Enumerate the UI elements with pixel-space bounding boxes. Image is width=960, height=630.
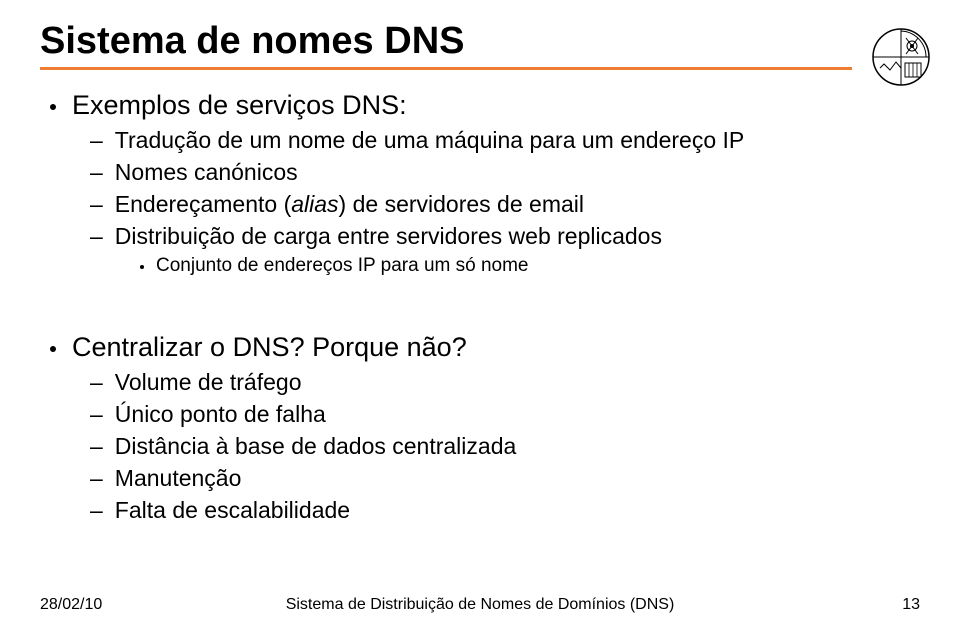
dash-icon: – — [90, 497, 103, 524]
header: Sistema de nomes DNS — [40, 20, 920, 70]
bullet-text: Endereçamento (alias) de servidores de e… — [115, 191, 584, 218]
bullet-level2: – Único ponto de falha — [90, 401, 920, 428]
footer: 28/02/10 Sistema de Distribuição de Nome… — [0, 596, 960, 614]
bullet-text: Conjunto de endereços IP para um só nome — [156, 255, 529, 277]
text-part: ) de servidores de email — [339, 191, 584, 217]
bullet-level1: Exemplos de serviços DNS: — [50, 90, 920, 121]
bullet-level2: – Manutenção — [90, 465, 920, 492]
bullet-text: Distância à base de dados centralizada — [115, 433, 516, 460]
bullet-text: Exemplos de serviços DNS: — [72, 90, 407, 121]
slide-container: Sistema de nomes DNS Exemplo — [0, 0, 960, 630]
bullet-level2: – Distribuição de carga entre servidores… — [90, 223, 920, 250]
bullet-level1: Centralizar o DNS? Porque não? — [50, 332, 920, 363]
bullet-dot-icon — [140, 265, 144, 269]
dash-icon: – — [90, 223, 103, 250]
spacer — [50, 282, 920, 310]
bullet-text: Manutenção — [115, 465, 242, 492]
bullet-level3: Conjunto de endereços IP para um só nome — [140, 255, 920, 277]
bullet-text: Tradução de um nome de uma máquina para … — [115, 127, 744, 154]
institution-logo-icon — [872, 28, 930, 86]
title-underline — [40, 67, 852, 70]
bullet-text: Falta de escalabilidade — [115, 497, 350, 524]
bullet-text: Centralizar o DNS? Porque não? — [72, 332, 467, 363]
italic-text: alias — [291, 191, 338, 217]
bullet-dot-icon — [50, 104, 56, 110]
bullet-text: Único ponto de falha — [115, 401, 326, 428]
bullet-level2: – Nomes canónicos — [90, 159, 920, 186]
bullet-text: Volume de tráfego — [115, 369, 302, 396]
bullet-text: Distribuição de carga entre servidores w… — [115, 223, 662, 250]
bullet-level2: – Endereçamento (alias) de servidores de… — [90, 191, 920, 218]
dash-icon: – — [90, 159, 103, 186]
slide-title: Sistema de nomes DNS — [40, 20, 920, 63]
slide-content: Exemplos de serviços DNS: – Tradução de … — [50, 90, 920, 524]
footer-title: Sistema de Distribuição de Nomes de Domí… — [286, 596, 675, 614]
text-part: Endereçamento ( — [115, 191, 291, 217]
bullet-level2: – Distância à base de dados centralizada — [90, 433, 920, 460]
bullet-level2: – Falta de escalabilidade — [90, 497, 920, 524]
dash-icon: – — [90, 465, 103, 492]
dash-icon: – — [90, 127, 103, 154]
bullet-level2: – Tradução de um nome de uma máquina par… — [90, 127, 920, 154]
footer-date: 28/02/10 — [40, 596, 102, 614]
dash-icon: – — [90, 433, 103, 460]
bullet-text: Nomes canónicos — [115, 159, 298, 186]
bullet-dot-icon — [50, 346, 56, 352]
dash-icon: – — [90, 369, 103, 396]
dash-icon: – — [90, 191, 103, 218]
bullet-level2: – Volume de tráfego — [90, 369, 920, 396]
dash-icon: – — [90, 401, 103, 428]
footer-page-number: 13 — [902, 596, 920, 614]
